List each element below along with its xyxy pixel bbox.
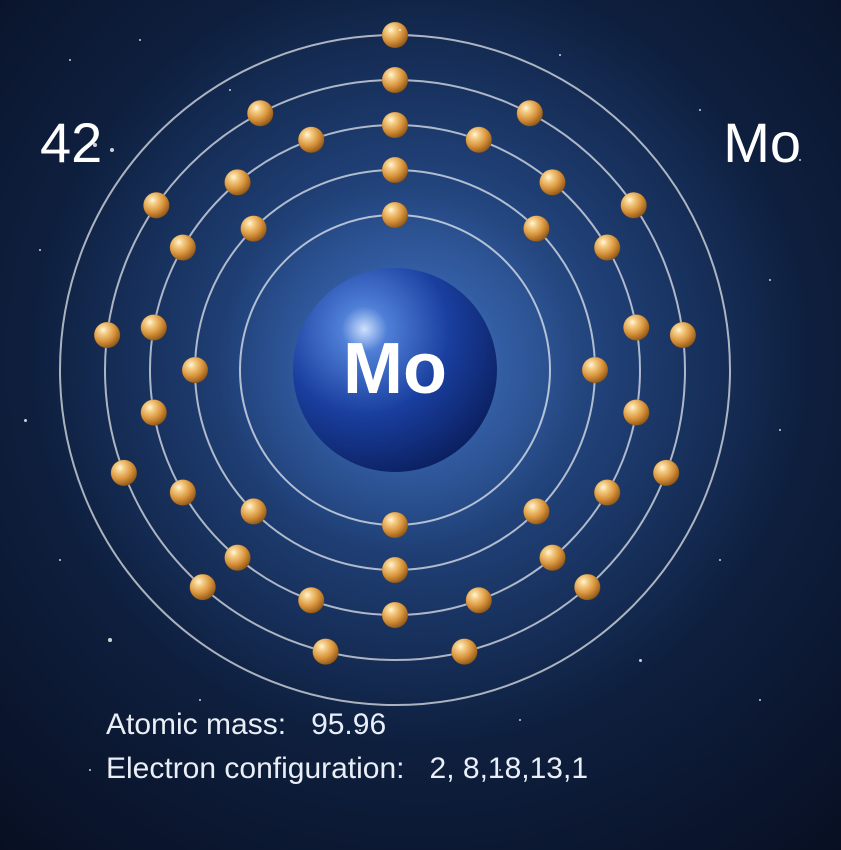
bg-star: [399, 29, 401, 31]
atom-diagram-stage: 42 Mo Mo Atomic mass:: [0, 0, 841, 850]
bg-star: [108, 638, 112, 642]
electron-shell3-e1: [382, 112, 408, 138]
electron-shell4-e8: [313, 639, 339, 665]
electron-shell3-e9: [466, 587, 492, 613]
electron-shell4-e4: [670, 322, 696, 348]
electron-shell2-e3: [582, 357, 608, 383]
bg-star: [299, 779, 301, 781]
bg-star: [359, 729, 361, 731]
electron-shell3-e13: [170, 480, 196, 506]
electron-config-row: Electron configuration: 2, 8,18,13,1: [106, 747, 588, 791]
electron-shell2-e4: [523, 498, 549, 524]
atomic-mass-row: Atomic mass: 95.96: [106, 703, 588, 747]
electron-shell1-e1: [382, 202, 408, 228]
electron-shell2-e8: [241, 216, 267, 242]
electron-shell2-e6: [241, 498, 267, 524]
electron-shell3-e4: [594, 235, 620, 261]
nucleus-symbol: Mo: [343, 329, 447, 409]
electron-shell3-e10: [382, 602, 408, 628]
electron-shell3-e14: [141, 400, 167, 426]
electron-shell4-e5: [653, 460, 679, 486]
electron-shell4-e12: [143, 192, 169, 218]
electron-shell3-e8: [539, 545, 565, 571]
electron-shell2-e7: [182, 357, 208, 383]
electron-shell4-e2: [517, 100, 543, 126]
electron-shell2-e5: [382, 557, 408, 583]
electron-shell3-e3: [539, 169, 565, 195]
electron-shell3-e18: [298, 127, 324, 153]
atom-group: Mo: [60, 22, 730, 705]
bg-star: [24, 419, 27, 422]
electron-shell4-e9: [190, 574, 216, 600]
atomic-mass-value: 95.96: [311, 708, 386, 741]
bg-star: [799, 159, 801, 161]
electron-shell3-e5: [623, 314, 649, 340]
electron-shell5-e1: [382, 22, 408, 48]
electron-config-label: Electron configuration:: [106, 752, 405, 785]
electron-shell4-e6: [574, 574, 600, 600]
atom-properties-block: Atomic mass: 95.96 Electron configuratio…: [106, 703, 588, 790]
electron-shell3-e11: [298, 587, 324, 613]
electron-shell3-e16: [170, 235, 196, 261]
electron-config-value: 2, 8,18,13,1: [430, 752, 588, 785]
electron-shell4-e1: [382, 67, 408, 93]
electron-shell3-e2: [466, 127, 492, 153]
electron-shell3-e7: [594, 480, 620, 506]
electron-shell4-e10: [111, 460, 137, 486]
electron-shell1-e2: [382, 512, 408, 538]
bg-star: [699, 109, 701, 111]
electron-shell3-e15: [141, 314, 167, 340]
bg-star: [639, 659, 642, 662]
electron-shell2-e2: [523, 216, 549, 242]
electron-shell4-e7: [451, 639, 477, 665]
bg-star: [139, 39, 141, 41]
electron-shell4-e3: [621, 192, 647, 218]
electron-shell3-e17: [225, 169, 251, 195]
electron-shell2-e1: [382, 157, 408, 183]
atomic-mass-label: Atomic mass:: [106, 708, 286, 741]
electron-shell4-e11: [94, 322, 120, 348]
bg-star: [89, 769, 91, 771]
electron-shell3-e12: [225, 545, 251, 571]
electron-shell3-e6: [623, 400, 649, 426]
electron-shell4-e13: [247, 100, 273, 126]
